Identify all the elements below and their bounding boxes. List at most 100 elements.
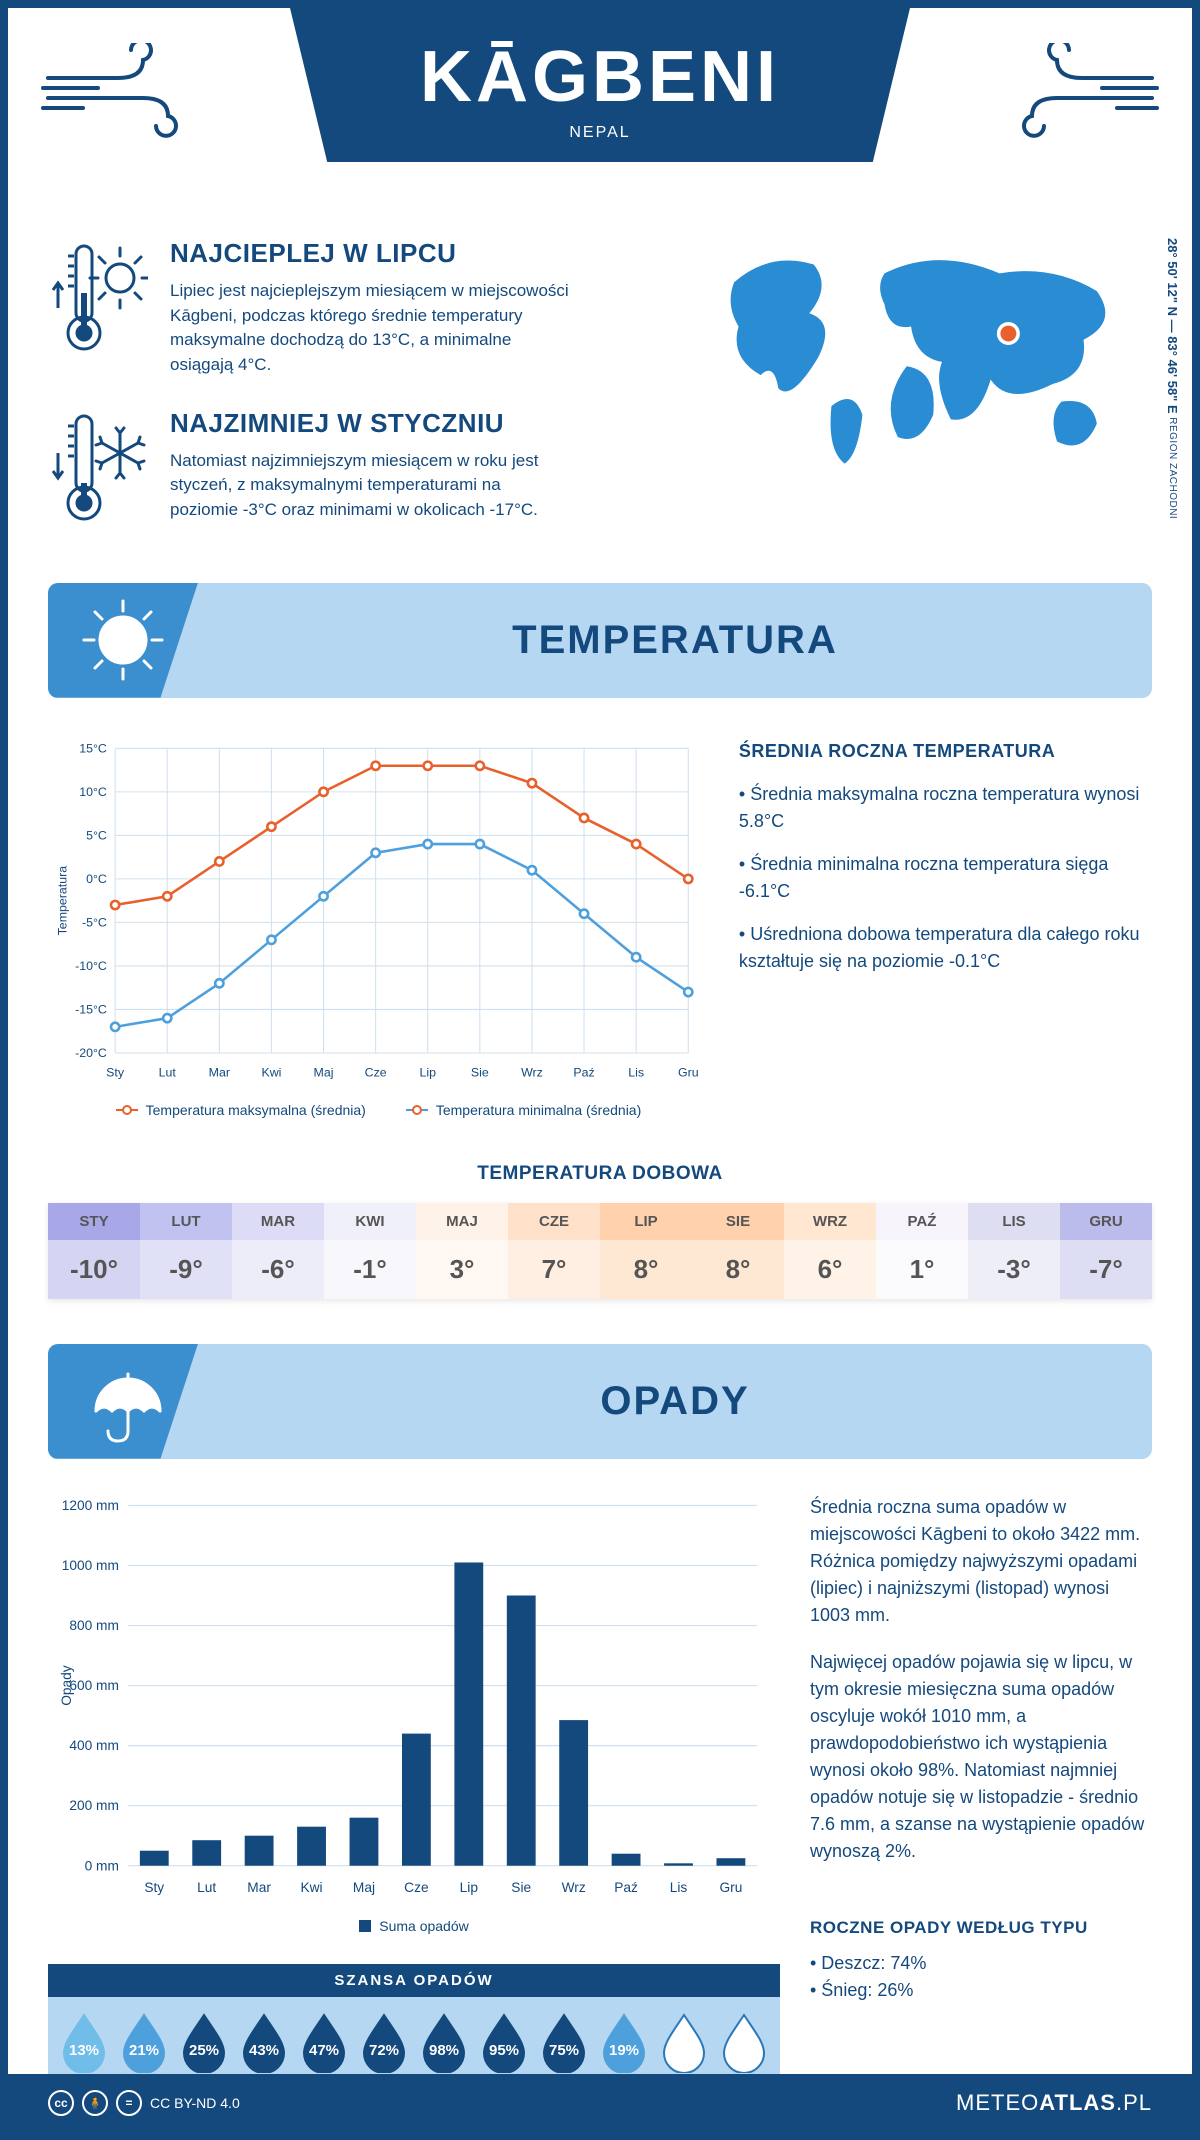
page-subtitle: NEPAL [380,124,820,142]
coordinates: 28° 50' 12" N — 83° 46' 58" E REGION ZAC… [1164,238,1180,519]
license: cc 🧍 = CC BY-ND 4.0 [48,2090,240,2116]
daily-cell: MAR -6° [232,1203,324,1299]
chance-title: SZANSA OPADÓW [48,1964,780,1997]
svg-text:Mar: Mar [247,1880,271,1895]
svg-text:13%: 13% [69,2042,99,2059]
svg-text:5°C: 5°C [86,828,107,842]
license-text: CC BY-ND 4.0 [150,2095,240,2111]
umbrella-icon [78,1356,168,1446]
temp-legend: .leg-swatch:nth-child(1)::before{border-… [48,1102,709,1118]
svg-text:0 mm: 0 mm [85,1858,119,1873]
temp-line-chart: -20°C-15°C-10°C-5°C0°C5°C10°C15°CStyLutM… [48,738,709,1089]
title-banner: KĀGBENI NEPAL [290,8,910,162]
temp-bullet: • Uśredniona dobowa temperatura dla całe… [739,921,1152,975]
svg-text:Maj: Maj [314,1065,334,1079]
by-icon: 🧍 [82,2090,108,2116]
svg-text:21%: 21% [129,2042,159,2059]
svg-text:47%: 47% [309,2042,339,2059]
svg-text:98%: 98% [429,2042,459,2059]
temp-summary: ŚREDNIA ROCZNA TEMPERATURA • Średnia mak… [739,738,1152,1118]
wind-icon-right [1002,43,1162,143]
svg-text:600 mm: 600 mm [69,1678,119,1693]
svg-text:Wrz: Wrz [562,1880,586,1895]
precip-title: OPADY [198,1379,1152,1424]
svg-text:Sty: Sty [144,1880,164,1895]
temp-banner: TEMPERATURA [48,583,1152,698]
svg-text:Gru: Gru [719,1880,742,1895]
thermometer-cold-icon [48,408,148,528]
precip-type-rain: • Deszcz: 74% [810,1950,1152,1977]
svg-text:Lut: Lut [159,1065,177,1079]
svg-text:4%: 4% [733,2042,755,2059]
page-title: KĀGBENI [380,36,820,118]
svg-text:Mar: Mar [209,1065,230,1079]
precip-legend: Suma opadów [48,1918,780,1934]
hot-text: Lipiec jest najcieplejszym miesiącem w m… [170,279,570,378]
temp-bullet: • Średnia minimalna roczna temperatura s… [739,851,1152,905]
svg-text:15°C: 15°C [79,741,107,755]
svg-text:Lip: Lip [419,1065,436,1079]
legend-max: Temperatura maksymalna (średnia) [146,1102,366,1118]
svg-text:Opady: Opady [59,1665,74,1706]
svg-text:95%: 95% [489,2042,519,2059]
cold-title: NAJZIMNIEJ W STYCZNIU [170,408,570,439]
cc-icon: cc [48,2090,74,2116]
svg-text:19%: 19% [609,2042,639,2059]
legend-min: Temperatura minimalna (średnia) [436,1102,641,1118]
hot-title: NAJCIEPLEJ W LIPCU [170,238,570,269]
svg-text:Paź: Paź [573,1065,594,1079]
svg-text:-15°C: -15°C [75,1002,107,1016]
header: KĀGBENI NEPAL [48,8,1152,218]
svg-text:2%: 2% [673,2042,695,2059]
svg-text:Lut: Lut [197,1880,216,1895]
daily-temp-table: STY -10° LUT -9° MAR -6° KWI -1° MAJ 3° … [48,1203,1152,1299]
precip-type-snow: • Śnieg: 26% [810,1977,1152,2004]
cold-text: Natomiast najzimniejszym miesiącem w rok… [170,449,570,523]
precip-para: Najwięcej opadów pojawia się w lipcu, w … [810,1649,1152,1865]
daily-cell: PAŹ 1° [876,1203,968,1299]
svg-text:Lis: Lis [628,1065,644,1079]
svg-text:400 mm: 400 mm [69,1738,119,1753]
brand: METEOATLAS.PL [956,2090,1152,2116]
daily-cell: LIP 8° [600,1203,692,1299]
svg-text:Sie: Sie [471,1065,489,1079]
svg-text:Sie: Sie [511,1880,531,1895]
daily-cell: CZE 7° [508,1203,600,1299]
svg-text:72%: 72% [369,2042,399,2059]
daily-cell: SIE 8° [692,1203,784,1299]
location-marker [998,324,1017,343]
sun-icon [78,595,168,685]
nd-icon: = [116,2090,142,2116]
precip-bar-chart: 0 mm200 mm400 mm600 mm800 mm1000 mm1200 … [48,1494,780,1906]
svg-text:Cze: Cze [404,1880,429,1895]
svg-text:-10°C: -10°C [75,959,107,973]
svg-text:200 mm: 200 mm [69,1798,119,1813]
svg-text:75%: 75% [549,2042,579,2059]
world-map [705,238,1153,468]
intro-section: NAJCIEPLEJ W LIPCU Lipiec jest najcieple… [48,238,1152,558]
cold-block: NAJZIMNIEJ W STYCZNIU Natomiast najzimni… [48,408,675,528]
svg-text:800 mm: 800 mm [69,1618,119,1633]
svg-text:Kwi: Kwi [300,1880,322,1895]
footer: cc 🧍 = CC BY-ND 4.0 METEOATLAS.PL [8,2074,1192,2132]
precip-summary: Średnia roczna suma opadów w miejscowośc… [810,1494,1152,2105]
svg-text:-5°C: -5°C [82,915,107,929]
daily-cell: STY -10° [48,1203,140,1299]
svg-text:Gru: Gru [678,1065,699,1079]
daily-cell: LIS -3° [968,1203,1060,1299]
svg-text:25%: 25% [189,2042,219,2059]
precip-para: Średnia roczna suma opadów w miejscowośc… [810,1494,1152,1629]
svg-text:Sty: Sty [106,1065,125,1079]
temp-bullet: • Średnia maksymalna roczna temperatura … [739,781,1152,835]
temp-summary-title: ŚREDNIA ROCZNA TEMPERATURA [739,738,1152,765]
temp-chart-row: -20°C-15°C-10°C-5°C0°C5°C10°C15°CStyLutM… [48,738,1152,1118]
svg-text:Maj: Maj [353,1880,375,1895]
daily-cell: KWI -1° [324,1203,416,1299]
daily-cell: GRU -7° [1060,1203,1152,1299]
svg-text:Wrz: Wrz [521,1065,543,1079]
svg-text:10°C: 10°C [79,785,107,799]
legend-sum: Suma opadów [379,1918,469,1934]
svg-text:Lis: Lis [670,1880,688,1895]
svg-text:Paź: Paź [614,1880,638,1895]
hot-block: NAJCIEPLEJ W LIPCU Lipiec jest najcieple… [48,238,675,378]
